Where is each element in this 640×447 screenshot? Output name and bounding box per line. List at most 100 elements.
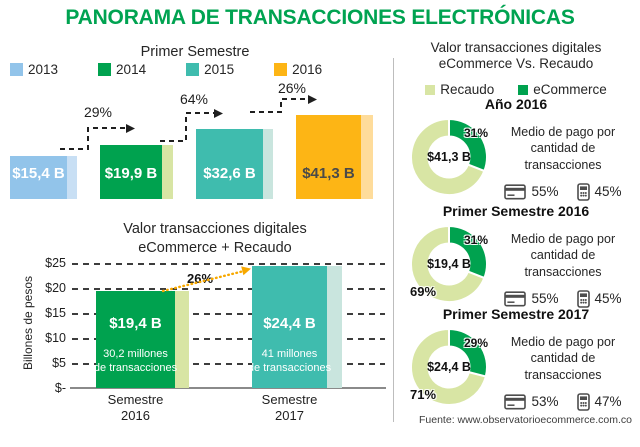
payment-block: Medio de pago por cantidad de transaccio… (492, 334, 634, 411)
donut-center-value: $41,3 B (427, 150, 471, 164)
bar-fill (100, 145, 162, 199)
payment-block: Medio de pago por cantidad de transaccio… (492, 124, 634, 201)
dataphone-pct: 47% (594, 394, 622, 410)
dataphone-icon (576, 289, 590, 308)
bar-2013: $15,4 B (10, 156, 77, 199)
bar-fill (10, 156, 67, 199)
growth-step-arrows (60, 95, 317, 150)
recaudo-slice (410, 225, 486, 303)
bar-2015: $32,6 B (196, 129, 273, 199)
grid-line (72, 338, 385, 340)
y-tick-label: $25 (45, 256, 66, 270)
recaudo-slice (410, 328, 487, 406)
x-category-label: Semestre 2016 (107, 392, 164, 424)
credit-card-icon (504, 394, 527, 410)
legend-swatch-2014 (98, 63, 112, 76)
y-tick-label: $20 (45, 281, 66, 295)
payment-heading: Medio de pago por cantidad de transaccio… (492, 124, 634, 173)
recaudo-pct-label: 69% (410, 284, 437, 299)
bar-strip (361, 115, 373, 199)
first-semester-bars: $15,4 B $19,9 B $32,6 B $41,3 B (0, 115, 390, 199)
bar-transactions-note: 30,2 millones de transacciones (93, 348, 178, 375)
bar-fill (296, 115, 361, 199)
legend-swatch-2015 (186, 63, 200, 76)
value-growth-label: 26% (186, 271, 214, 286)
card-payment: 53% (504, 394, 559, 410)
growth-label-2015: 64% (179, 91, 209, 107)
bar-2016: $41,3 B (296, 115, 373, 199)
ecommerce-slice (448, 118, 488, 172)
value-chart-title: Valor transacciones digitales eCommerce … (40, 220, 390, 258)
bar-value-label: $32,6 B (203, 165, 256, 182)
credit-card-icon (504, 184, 527, 200)
growth-label-2016: 26% (277, 80, 307, 96)
donut-chart: $41,3 B 31% (410, 118, 488, 196)
dataphone-payment: 45% (576, 182, 622, 201)
payment-heading: Medio de pago por cantidad de transaccio… (492, 334, 634, 383)
payment-heading-line1: Medio de pago por (510, 125, 616, 139)
bar-transactions-note: 41 millones de transacciones (247, 348, 332, 375)
dataphone-icon (576, 392, 590, 411)
ecommerce-pct-label: 31% (463, 126, 488, 140)
source-text: Fuente: www.observatorioecommerce.com.co (419, 414, 632, 426)
value-chart-title-line2: eCommerce + Recaudo (138, 239, 292, 256)
legend-swatch-2016 (274, 63, 288, 76)
right-panel-title: Valor transacciones digitales eCommerce … (398, 40, 634, 72)
dataphone-payment: 45% (576, 289, 622, 308)
grid-line (72, 313, 385, 315)
bar-value-label: $24,4 B (263, 315, 316, 332)
donut-section-primer-semestre-2017: Primer Semestre 2017 $24,4 B 29% 71% Med… (398, 306, 634, 413)
value-chart-title-line1: Valor transacciones digitales (123, 221, 307, 237)
bar-value-label: $15,4 B (12, 165, 65, 182)
recaudo-swatch (425, 84, 436, 95)
donut-legend: Recaudo eCommerce (398, 82, 634, 97)
page-title: PANORAMA DE TRANSACCIONES ELECTRÓNICAS (65, 6, 575, 29)
y-tick-label: $10 (45, 331, 66, 345)
ecommerce-vs-recaudo-panel: Valor transacciones digitales eCommerce … (398, 40, 634, 432)
dataphone-icon (576, 182, 590, 201)
y-tick-label: $- (54, 381, 66, 395)
credit-card-icon (504, 291, 527, 307)
x-category-label: Semestre 2017 (261, 392, 318, 424)
legend-label-2015: 2015 (204, 62, 235, 77)
ecommerce-pct-label: 31% (463, 233, 488, 247)
recaudo-label: Recaudo (440, 82, 495, 98)
legend-item-ecommerce: eCommerce (518, 82, 607, 97)
grid-line (72, 363, 385, 365)
donut-title: Primer Semestre 2017 (442, 306, 590, 322)
year-legend: 2013 2014 2015 2016 (10, 62, 322, 77)
grid-line (72, 263, 385, 265)
bar-semestre-2016 (96, 291, 189, 388)
legend-item-2015: 2015 (186, 62, 234, 77)
bar-fill (196, 129, 263, 199)
ecommerce-pct-label: 29% (463, 336, 488, 350)
payment-heading-line2: cantidad de transacciones (524, 351, 602, 382)
payment-block: Medio de pago por cantidad de transaccio… (492, 231, 634, 308)
dataphone-payment: 47% (576, 392, 622, 411)
bar-2014: $19,9 B (100, 145, 173, 199)
right-panel-title-line2: eCommerce Vs. Recaudo (438, 56, 594, 72)
legend-item-2016: 2016 (274, 62, 322, 77)
bar-strip (327, 266, 342, 388)
y-tick-label: $5 (52, 356, 66, 370)
y-tick-label: $15 (45, 306, 66, 320)
vertical-divider (393, 58, 394, 422)
payment-row: 53% 47% (492, 392, 634, 411)
bar-fill (96, 291, 175, 388)
dataphone-pct: 45% (594, 291, 622, 307)
donut-center-value: $19,4 B (427, 257, 471, 271)
donut-chart: $19,4 B 31% 69% (410, 225, 488, 303)
donut-section-ano-2016: Año 2016 $41,3 B 31% Medio de pago por c… (398, 96, 634, 203)
card-payment: 55% (504, 291, 559, 307)
right-panel-title-line1: Valor transacciones digitales (430, 40, 602, 55)
bar-fill (252, 266, 327, 388)
payment-heading-line1: Medio de pago por (510, 232, 616, 246)
donut-section-primer-semestre-2016: Primer Semestre 2016 $19,4 B 31% 69% Med… (398, 203, 634, 310)
donut-rings (410, 328, 488, 406)
card-payment: 55% (504, 184, 559, 200)
payment-heading-line1: Medio de pago por (510, 335, 616, 349)
bar-value-label: $41,3 B (302, 165, 355, 182)
bar-strip (175, 291, 189, 388)
donut-title: Año 2016 (484, 96, 548, 112)
